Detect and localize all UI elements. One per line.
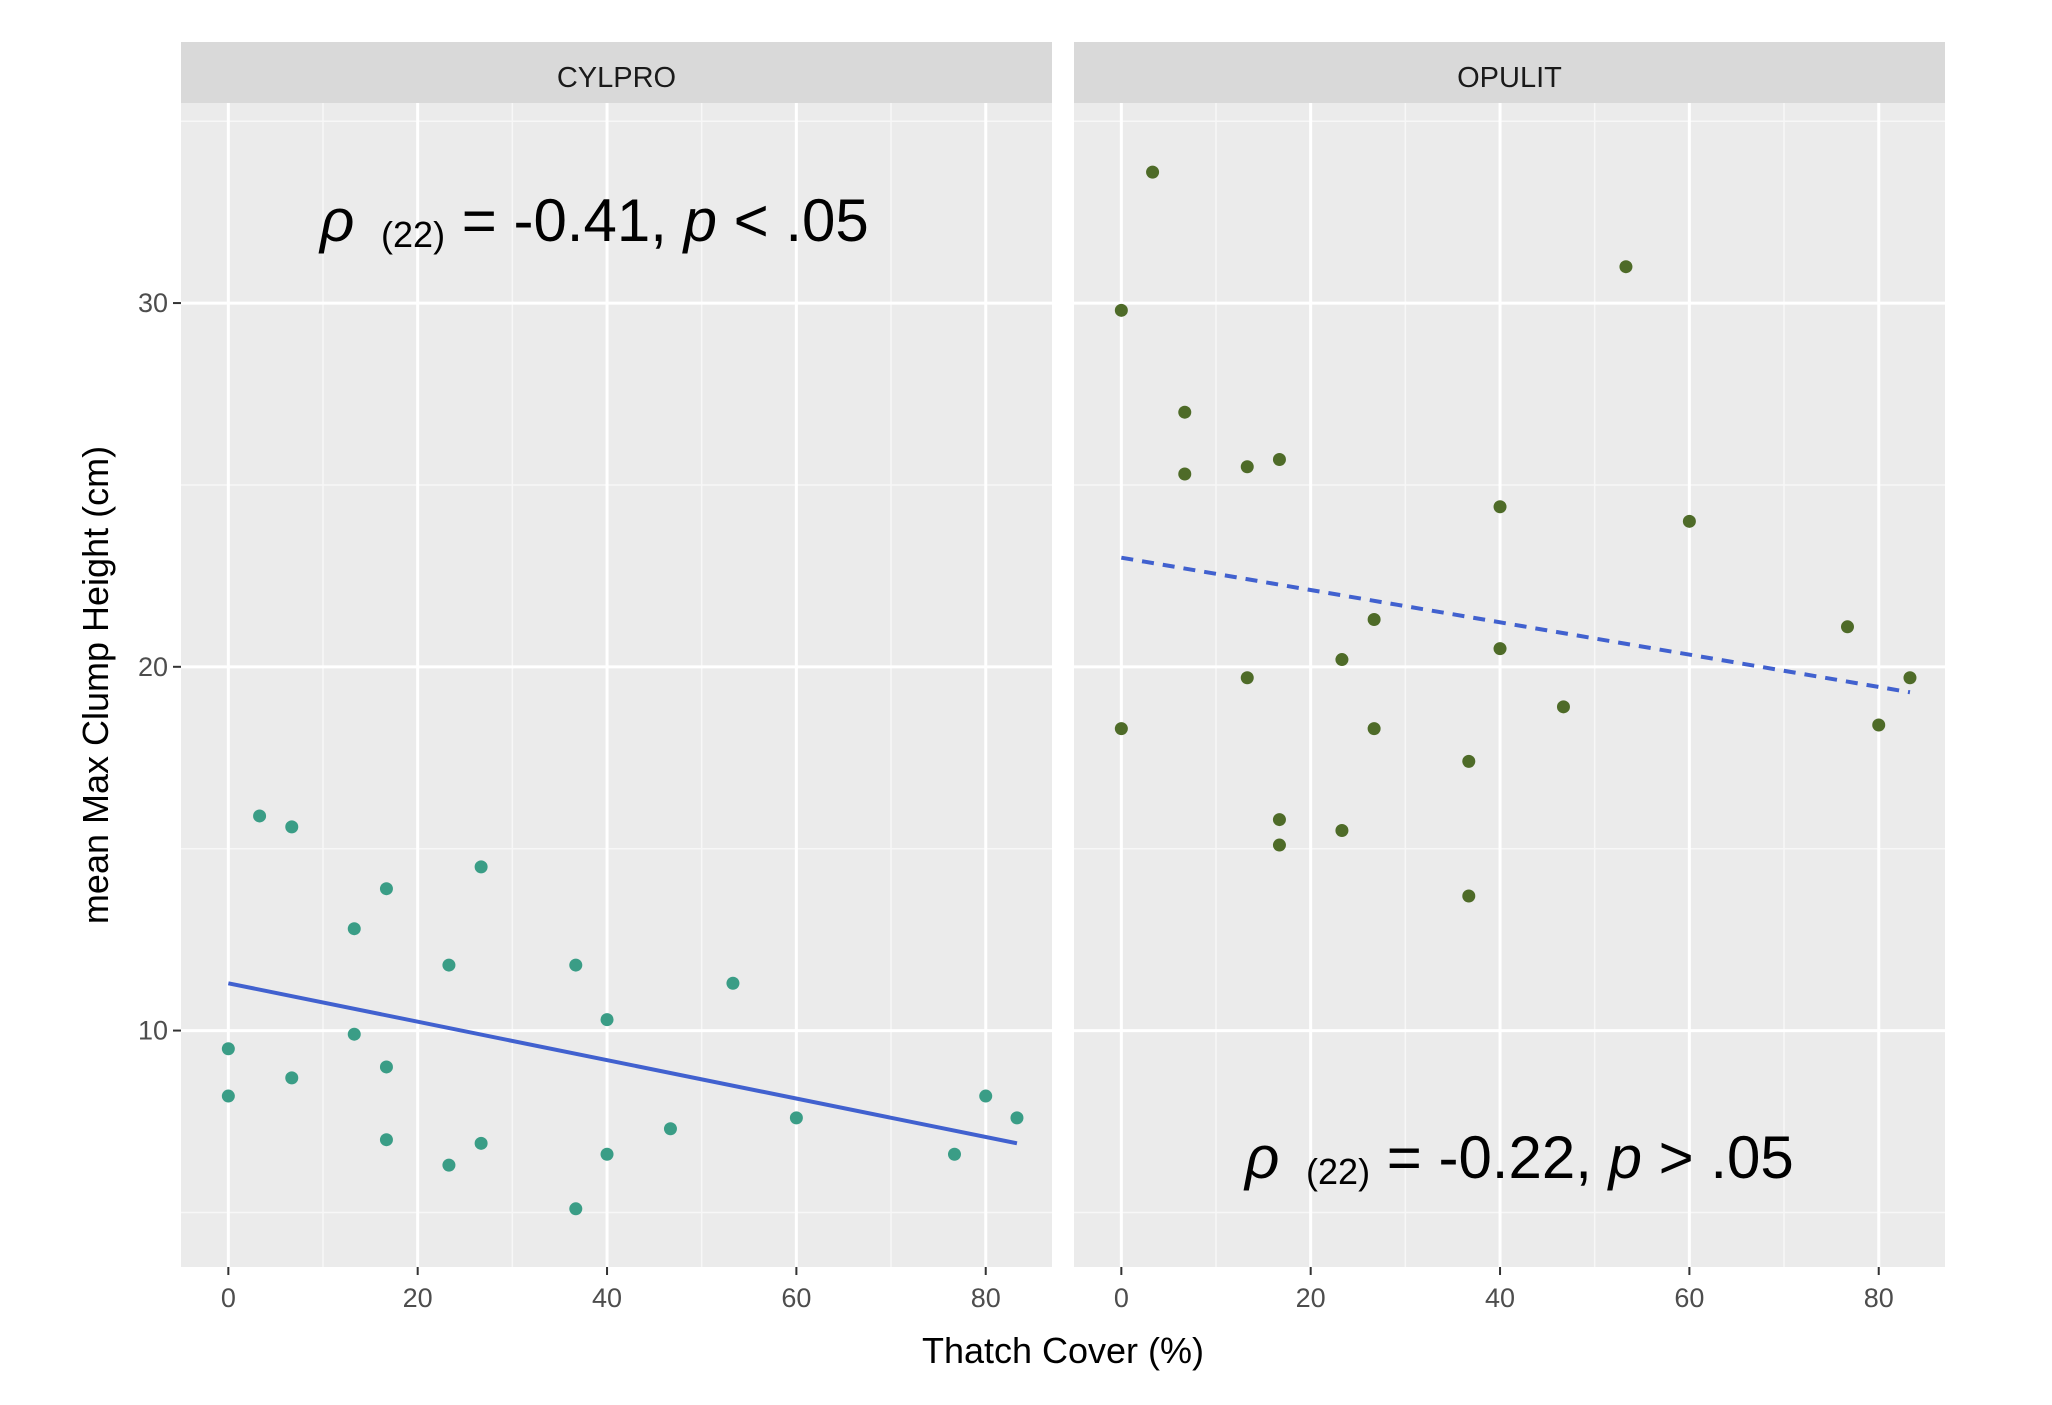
x-tick-label: 40 — [592, 1283, 622, 1313]
x-tick-label: 80 — [1864, 1283, 1894, 1313]
data-point — [1493, 500, 1507, 514]
marks-opulit — [1114, 165, 1917, 903]
data-point — [442, 1158, 456, 1172]
data-point — [1840, 620, 1854, 634]
panel-opulit: OPULIT ρ (22) = -0.22, p > .05 — [1074, 42, 1945, 1267]
annotation-df: (22) — [1306, 1151, 1370, 1192]
annotation-tail: > .05 — [1659, 1124, 1794, 1191]
data-point — [1682, 514, 1696, 528]
data-point — [442, 958, 456, 972]
marks-cylpro — [221, 809, 1024, 1216]
data-point — [1114, 303, 1128, 317]
data-point — [379, 882, 393, 896]
annotation-value: = -0.22, — [1387, 1124, 1609, 1191]
annotation-value: = -0.41, — [462, 187, 684, 254]
data-point — [726, 976, 740, 990]
data-point — [474, 1136, 488, 1150]
x-axis-cylpro: 0 20 40 60 80 — [221, 1267, 1001, 1313]
x-axis-title: Thatch Cover (%) — [922, 1330, 1204, 1371]
y-tick-label: 20 — [138, 652, 168, 682]
x-axis-opulit: 0 20 40 60 80 — [1114, 1267, 1894, 1313]
data-point — [979, 1089, 993, 1103]
gridlines-cylpro — [181, 103, 1052, 1267]
trend-line — [227, 981, 1018, 1146]
data-point — [221, 1089, 235, 1103]
annotation-tail: < .05 — [734, 187, 869, 254]
plot-bg-opulit — [1074, 103, 1945, 1267]
data-point — [1556, 700, 1570, 714]
data-point — [1903, 671, 1917, 685]
data-point — [1272, 813, 1286, 827]
data-point — [1493, 642, 1507, 656]
data-point — [1240, 460, 1254, 474]
data-point — [663, 1122, 677, 1136]
data-point — [347, 922, 361, 936]
panel-cylpro: CYLPRO ρ (22) = -0.41, p < .05 — [181, 42, 1052, 1267]
strip-cylpro — [181, 42, 1052, 103]
data-point — [221, 1042, 235, 1056]
y-tick-label: 10 — [138, 1016, 168, 1046]
data-point — [569, 958, 583, 972]
data-point — [1872, 718, 1886, 732]
data-point — [1619, 260, 1633, 274]
annotation-rho: ρ — [1243, 1124, 1279, 1191]
data-point — [253, 809, 267, 823]
data-point — [285, 820, 299, 834]
plot-bg-cylpro — [181, 103, 1052, 1267]
annotation-df: (22) — [381, 214, 445, 255]
data-point — [947, 1147, 961, 1161]
data-point — [379, 1133, 393, 1147]
gridlines-opulit — [1074, 103, 1945, 1267]
data-point — [1367, 722, 1381, 736]
data-point — [1240, 671, 1254, 685]
annotation-cylpro: ρ (22) = -0.41, p < .05 — [318, 187, 869, 260]
annotation-p: p — [1607, 1124, 1642, 1191]
data-point — [474, 860, 488, 874]
annotation-p: p — [682, 187, 717, 254]
x-tick-label: 40 — [1485, 1283, 1515, 1313]
data-point — [600, 1147, 614, 1161]
x-tick-label: 20 — [1296, 1283, 1326, 1313]
data-point — [569, 1202, 583, 1216]
data-point — [1272, 452, 1286, 466]
data-point — [1272, 838, 1286, 852]
strip-label-cylpro: CYLPRO — [557, 62, 676, 94]
data-point — [1178, 405, 1192, 419]
annotation-opulit: ρ (22) = -0.22, p > .05 — [1243, 1124, 1794, 1197]
data-point — [379, 1060, 393, 1074]
data-point — [600, 1013, 614, 1027]
data-point — [789, 1111, 803, 1125]
x-tick-label: 0 — [221, 1283, 236, 1313]
x-tick-label: 60 — [1674, 1283, 1704, 1313]
y-tick-label: 30 — [138, 288, 168, 318]
trend-line — [1121, 555, 1911, 695]
y-axis-title: mean Max Clump Height (cm) — [75, 446, 116, 924]
data-point — [347, 1027, 361, 1041]
data-point — [1462, 889, 1476, 903]
data-point — [1146, 165, 1160, 179]
x-tick-label: 20 — [403, 1283, 433, 1313]
data-point — [1335, 653, 1349, 667]
data-point — [285, 1071, 299, 1085]
data-point — [1010, 1111, 1024, 1125]
y-axis: 10 20 30 — [138, 288, 181, 1046]
data-point — [1462, 754, 1476, 768]
x-tick-label: 80 — [971, 1283, 1001, 1313]
annotation-rho: ρ — [318, 187, 354, 254]
strip-label-opulit: OPULIT — [1457, 62, 1562, 94]
data-point — [1335, 824, 1349, 837]
strip-opulit — [1074, 42, 1945, 103]
x-tick-label: 60 — [781, 1283, 811, 1313]
data-point — [1367, 613, 1381, 627]
data-point — [1178, 467, 1192, 481]
data-point — [1114, 722, 1128, 736]
x-tick-label: 0 — [1114, 1283, 1129, 1313]
